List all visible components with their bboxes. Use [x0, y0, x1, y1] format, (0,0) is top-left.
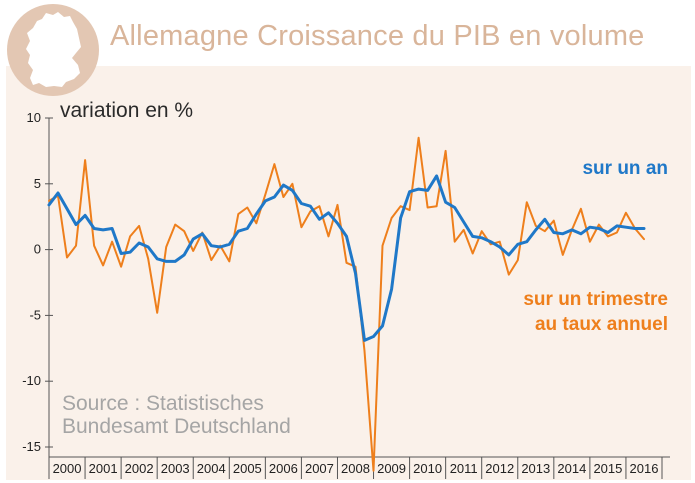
y-tick-label: -10 [22, 373, 41, 388]
x-tick-label: 2011 [450, 461, 478, 476]
x-tick-label: 2015 [593, 461, 622, 476]
x-tick-label: 2010 [413, 461, 442, 476]
y-tick-label: -15 [22, 439, 41, 454]
chart-title: Allemagne Croissance du PIB en volume [110, 20, 645, 52]
chart-background [6, 66, 691, 480]
x-tick-label: 2006 [269, 461, 298, 476]
annotation-annual: sur un an [582, 158, 668, 179]
x-tick-label: 2002 [125, 461, 154, 476]
source-note: Source : Statistisches Bundesamt Deutsch… [62, 392, 291, 438]
x-tick-label: 2016 [630, 461, 659, 476]
series-line-annual [47, 174, 646, 342]
x-tick-label: 2012 [485, 461, 514, 476]
y-tick-label: 10 [27, 110, 41, 125]
germany-map-shape [26, 12, 81, 87]
x-tick-label: 2003 [161, 461, 190, 476]
axes: 10 5 0 -5 -10 -15 2000 2001 2002 2003 2004 2005 2006… [22, 110, 670, 479]
y-tick-label: -5 [29, 307, 41, 322]
y-axis-unit-label: variation en % [60, 99, 194, 122]
x-tick-label: 2004 [197, 461, 226, 476]
x-tick-label: 2008 [341, 461, 370, 476]
y-tick-label: 0 [34, 242, 41, 257]
x-tick-label: 2000 [53, 461, 82, 476]
annotation-quarterly: sur un trimestre au taux annuel [523, 289, 668, 335]
x-tick-label: 2014 [557, 461, 586, 476]
x-tick-label: 2009 [377, 461, 406, 476]
x-tick-label: 2013 [521, 461, 550, 476]
series-layer [47, 136, 646, 472]
series-line-quarterly [48, 136, 645, 472]
x-tick-label: 2005 [233, 461, 262, 476]
x-tick-label: 2001 [89, 461, 118, 476]
germany-map-icon [7, 4, 99, 96]
y-tick-label: 5 [34, 176, 41, 191]
x-tick-label: 2007 [305, 461, 334, 476]
